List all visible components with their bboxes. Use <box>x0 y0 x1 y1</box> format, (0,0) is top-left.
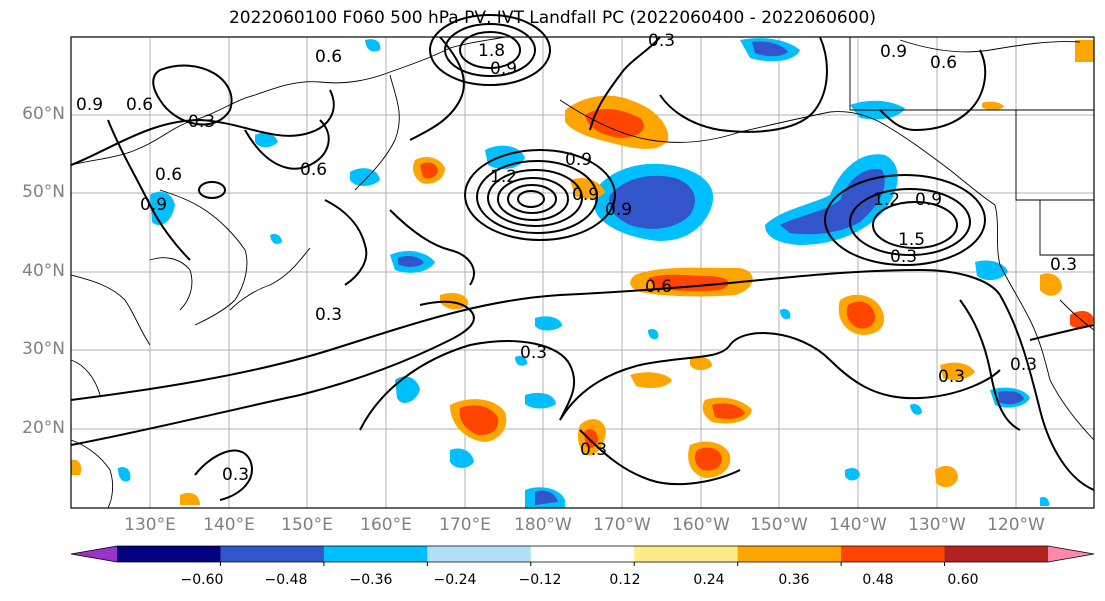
lon-label: 150°W <box>750 515 808 535</box>
lat-label-40n: 40°N <box>22 261 65 281</box>
contour-label: 0.6 <box>645 277 672 297</box>
contour-label: 0.3 <box>890 247 917 267</box>
colorbar-tick-label: −0.12 <box>518 572 562 588</box>
lat-label-60n: 60°N <box>22 104 65 124</box>
contour-label: 0.6 <box>315 47 342 67</box>
colorbar-segment <box>117 546 221 562</box>
lon-label: 160°W <box>672 515 730 535</box>
colorbar-extend-low <box>71 546 117 562</box>
lon-label: 120°W <box>987 515 1045 535</box>
contour-label: 0.3 <box>938 367 965 387</box>
colorbar-tick-label: −0.60 <box>180 572 224 588</box>
contour-label: 0.3 <box>222 465 249 485</box>
pv-contours <box>70 14 1095 501</box>
colorbar-segment <box>944 546 1049 562</box>
colorbar-segment <box>841 546 946 562</box>
colorbar-tick-label: 0.12 <box>609 572 641 588</box>
contour-label: 0.9 <box>490 59 517 79</box>
contour-label: 0.6 <box>155 165 182 185</box>
lon-label: 170°W <box>593 515 651 535</box>
contour-label: 0.9 <box>880 42 907 62</box>
lon-label: 160°E <box>360 515 412 535</box>
colorbar-segment <box>220 546 325 562</box>
colorbar-segment <box>737 546 842 562</box>
contour-label: 0.3 <box>188 112 215 132</box>
contour-label: 0.3 <box>520 343 547 363</box>
contour-label: 0.3 <box>580 440 607 460</box>
map-frame <box>70 36 1095 509</box>
colorbar <box>70 545 1095 566</box>
lon-label: 170°E <box>439 515 491 535</box>
colorbar-extend-high <box>1048 546 1094 562</box>
lat-label-50n: 50°N <box>22 182 65 202</box>
colorbar-tick-label: 0.36 <box>778 572 810 588</box>
lat-label-20n: 20°N <box>22 418 65 438</box>
lon-label: 140°W <box>829 515 887 535</box>
colorbar-segment <box>427 546 532 562</box>
colorbar-segment <box>634 546 739 562</box>
contour-label: 0.9 <box>572 185 599 205</box>
lat-label-30n: 30°N <box>22 339 65 359</box>
contour-label: 0.9 <box>565 150 592 170</box>
contour-labels: 0.6 0.9 1.8 0.9 0.3 0.9 0.6 0.9 0.3 0.6 … <box>76 31 1077 485</box>
contour-label: 1.8 <box>478 41 505 61</box>
colorbar-tick-label: −0.48 <box>264 572 308 588</box>
contour-label: 1.2 <box>490 167 517 187</box>
colorbar-tick-label: 0.24 <box>693 572 725 588</box>
colorbar-tick-label: −0.24 <box>433 572 477 588</box>
ivt-anomaly-fills <box>71 38 1094 508</box>
contour-label: 0.9 <box>605 200 632 220</box>
lon-label: 140°E <box>203 515 255 535</box>
map-title: 2022060100 F060 500 hPa PV, IVT Landfall… <box>228 8 876 28</box>
coastlines <box>70 36 1095 509</box>
contour-label: 1.2 <box>873 190 900 210</box>
colorbar-segment <box>530 546 635 562</box>
lon-label: 130°W <box>908 515 966 535</box>
colorbar-outline <box>70 545 1095 563</box>
contour-label: 1.5 <box>898 230 925 250</box>
contour-label: 0.3 <box>1050 255 1077 275</box>
lon-label: 180°W <box>514 515 572 535</box>
contour-label: 0.6 <box>930 53 957 73</box>
contour-label: 0.9 <box>140 195 167 215</box>
contour-label: 0.3 <box>315 305 342 325</box>
contour-label: 0.3 <box>648 31 675 51</box>
colorbar-tick-label: 0.48 <box>862 572 894 588</box>
contour-label: 0.6 <box>126 95 153 115</box>
lon-label: 150°E <box>281 515 333 535</box>
colorbar-tick-label: 0.60 <box>947 572 979 588</box>
contour-label: 0.3 <box>1010 355 1037 375</box>
colorbar-segment <box>323 546 428 562</box>
contour-label: 0.9 <box>76 95 103 115</box>
lon-label: 130°E <box>124 515 176 535</box>
colorbar-tick-label: −0.36 <box>349 572 393 588</box>
contour-label: 0.9 <box>915 190 942 210</box>
contour-label: 0.6 <box>300 160 327 180</box>
